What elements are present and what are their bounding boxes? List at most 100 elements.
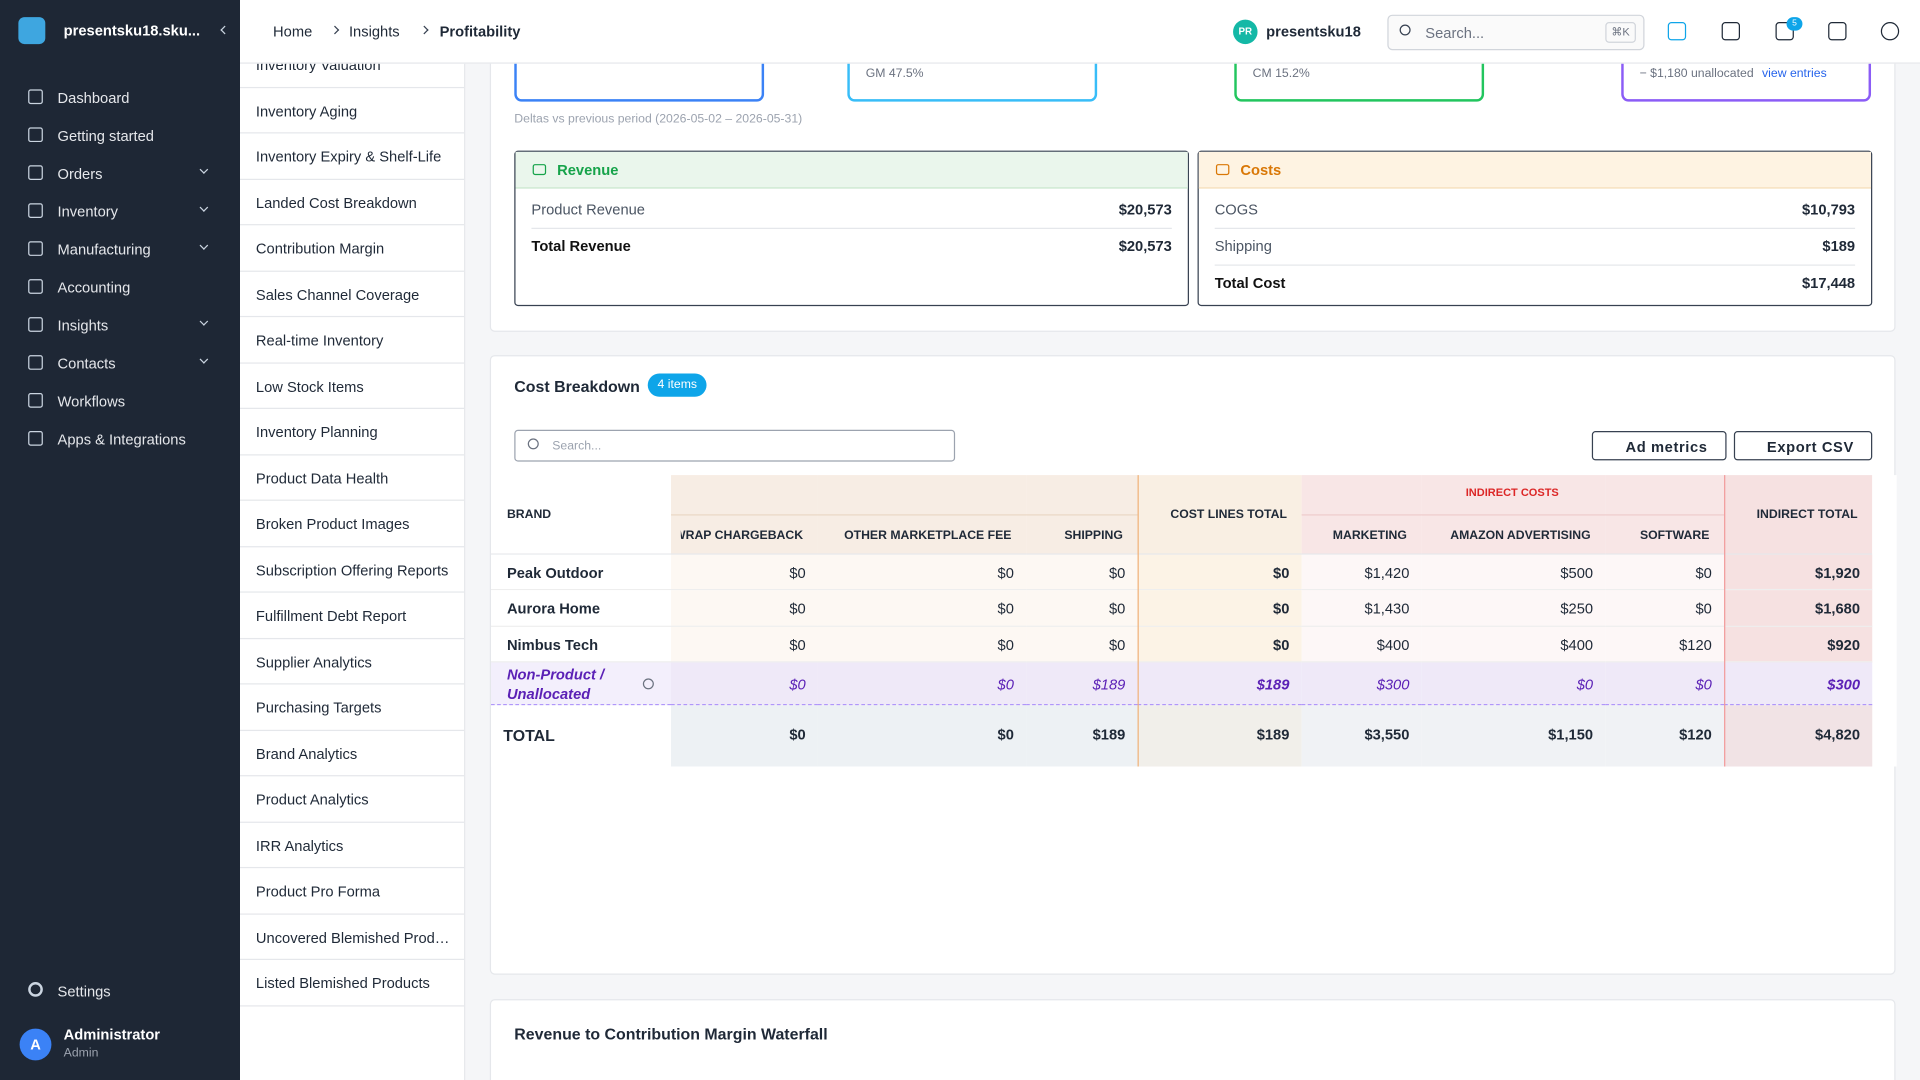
column-header[interactable]: SOFTWARE bbox=[1639, 528, 1710, 543]
table-search[interactable]: Search... bbox=[514, 429, 956, 462]
nav-item[interactable]: Workflows bbox=[12, 387, 228, 416]
cell-text: $400 bbox=[1560, 636, 1594, 654]
column-header[interactable]: OTHER MARKETPLACE FEE bbox=[844, 528, 1012, 543]
table-cell: $0 bbox=[671, 626, 818, 663]
report-label: IRR Analytics bbox=[255, 836, 344, 855]
nav-item[interactable]: Getting started bbox=[12, 121, 228, 150]
report-link[interactable]: Uncovered Blemished Produ... bbox=[240, 914, 465, 961]
total-text: $189 bbox=[1256, 726, 1290, 744]
cell-text: $0 bbox=[789, 636, 806, 654]
report-label: Real-time Inventory bbox=[255, 331, 384, 349]
column-header[interactable]: SHIPPING bbox=[1064, 528, 1123, 543]
cell-text: $1,920 bbox=[1815, 564, 1861, 582]
report-link[interactable]: Inventory Aging bbox=[240, 88, 465, 134]
nav-chevron bbox=[199, 241, 209, 250]
table-cell: $1,680 bbox=[1724, 590, 1873, 627]
row-value: $189 bbox=[1822, 237, 1856, 255]
total-text: $3,550 bbox=[1364, 726, 1410, 744]
report-link[interactable]: Supplier Analytics bbox=[240, 639, 465, 685]
nav-item[interactable]: Orders bbox=[12, 159, 228, 188]
nav-label: Manufacturing bbox=[57, 241, 151, 259]
collapse[interactable] bbox=[220, 25, 230, 35]
org-name[interactable]: presentsku18.sku... bbox=[63, 22, 201, 40]
topbar-icon[interactable] bbox=[1828, 22, 1847, 41]
cell-text: $189 bbox=[1092, 675, 1126, 694]
topbar-icon[interactable] bbox=[1667, 22, 1687, 41]
column-header[interactable]: AMAZON ADVERTISING bbox=[1450, 528, 1591, 543]
report-link[interactable]: Landed Cost Breakdown bbox=[240, 179, 465, 226]
report-label: Inventory Valuation bbox=[255, 63, 381, 74]
report-link[interactable]: Broken Product Images bbox=[240, 501, 465, 547]
table-cell: $300 bbox=[1301, 662, 1422, 706]
report-link[interactable]: Product Data Health bbox=[240, 455, 465, 501]
nav-label: Inventory bbox=[57, 203, 118, 221]
report-link[interactable]: Listed Blemished Products bbox=[240, 960, 465, 1006]
column-rule bbox=[1724, 475, 1726, 767]
nav-item[interactable]: Apps & Integrations bbox=[12, 425, 228, 454]
report-link[interactable]: Real-time Inventory bbox=[240, 317, 465, 364]
cell-text: $0 bbox=[1108, 600, 1126, 618]
header-cell bbox=[491, 475, 672, 555]
cell-text: $0 bbox=[1273, 600, 1290, 618]
breadcrumb-item[interactable]: Home bbox=[273, 23, 313, 41]
breadcrumb-sep bbox=[419, 25, 429, 35]
info-icon bbox=[642, 678, 654, 690]
nav-item[interactable]: Accounting bbox=[12, 273, 228, 302]
table-cell: $1,920 bbox=[1724, 554, 1873, 591]
nav-item[interactable]: Inventory bbox=[12, 197, 228, 226]
account-avatar[interactable]: PR bbox=[1233, 19, 1258, 45]
table-cell: $0 bbox=[1026, 590, 1138, 627]
report-link[interactable]: Contribution Margin bbox=[240, 225, 465, 272]
column-header[interactable]: WRAP CHARGEBACK bbox=[680, 528, 804, 543]
report-link[interactable]: IRR Analytics bbox=[240, 822, 465, 869]
column-header[interactable]: MARKETING bbox=[1332, 528, 1407, 543]
total-cell: $0 bbox=[671, 705, 818, 767]
report-link[interactable]: Sales Channel Coverage bbox=[240, 271, 465, 318]
report-label: Subscription Offering Reports bbox=[255, 561, 449, 579]
report-label: Product Data Health bbox=[255, 469, 389, 487]
topbar-icon[interactable] bbox=[1775, 22, 1794, 41]
topbar-icon[interactable] bbox=[1721, 22, 1741, 41]
export-csv-button[interactable]: Export CSV bbox=[1733, 431, 1873, 461]
table-cell: $0 bbox=[1026, 626, 1138, 663]
report-link[interactable]: Brand Analytics bbox=[240, 730, 465, 777]
report-link[interactable]: Purchasing Targets bbox=[240, 684, 465, 731]
column-header[interactable]: BRAND bbox=[506, 508, 552, 522]
nav-chevron bbox=[199, 165, 209, 174]
cell-text: Aurora Home bbox=[506, 600, 601, 618]
table-cell: $189 bbox=[1137, 662, 1302, 706]
report-link[interactable]: Fulfillment Debt Report bbox=[240, 593, 465, 639]
revenue-header bbox=[515, 151, 1188, 189]
table-cell: $0 bbox=[671, 590, 818, 627]
breadcrumb-item[interactable]: Insights bbox=[348, 23, 400, 41]
report-link[interactable]: Inventory Planning bbox=[240, 409, 465, 455]
nav-item[interactable]: Contacts bbox=[12, 349, 228, 378]
cell-text: Nimbus Tech bbox=[506, 636, 599, 654]
nav-item[interactable]: Insights bbox=[12, 311, 228, 340]
revenue-box: Revenue Product Revenue $20,573 Total Reven… bbox=[514, 150, 1189, 307]
report-link[interactable]: Inventory Expiry & Shelf-Life bbox=[240, 133, 465, 180]
report-link[interactable]: Product Analytics bbox=[240, 776, 465, 823]
ad-metrics-button[interactable]: Ad metrics bbox=[1591, 431, 1727, 461]
row-label: Total Cost bbox=[1214, 274, 1286, 292]
breadcrumb-item: Profitability bbox=[439, 23, 521, 41]
table-cell: $500 bbox=[1421, 554, 1606, 591]
nav-label: Dashboard bbox=[57, 89, 130, 107]
column-header[interactable]: INDIRECT TOTAL bbox=[1756, 508, 1858, 522]
report-label: Listed Blemished Products bbox=[255, 974, 430, 992]
column-header[interactable]: COST LINES TOTAL bbox=[1170, 508, 1287, 522]
global-search[interactable]: Search... ⌘K bbox=[1387, 14, 1645, 51]
cell-text: $0 bbox=[997, 636, 1014, 654]
settings-link[interactable]: Settings bbox=[57, 983, 111, 1001]
topbar-icon[interactable] bbox=[1880, 22, 1900, 41]
view-entries-link[interactable]: view entries bbox=[1762, 67, 1827, 81]
report-link[interactable]: Subscription Offering Reports bbox=[240, 547, 465, 593]
report-link[interactable]: Product Pro Forma bbox=[240, 868, 465, 915]
user-avatar[interactable]: A bbox=[19, 1028, 52, 1061]
nav-item[interactable]: Dashboard bbox=[12, 83, 228, 112]
report-label: Inventory Expiry & Shelf-Life bbox=[255, 148, 442, 166]
nav-item[interactable]: Manufacturing bbox=[12, 235, 228, 264]
report-link[interactable]: Inventory Valuation bbox=[240, 63, 465, 88]
report-link[interactable]: Low Stock Items bbox=[240, 363, 465, 409]
account-name[interactable]: presentsku18 bbox=[1266, 23, 1361, 41]
